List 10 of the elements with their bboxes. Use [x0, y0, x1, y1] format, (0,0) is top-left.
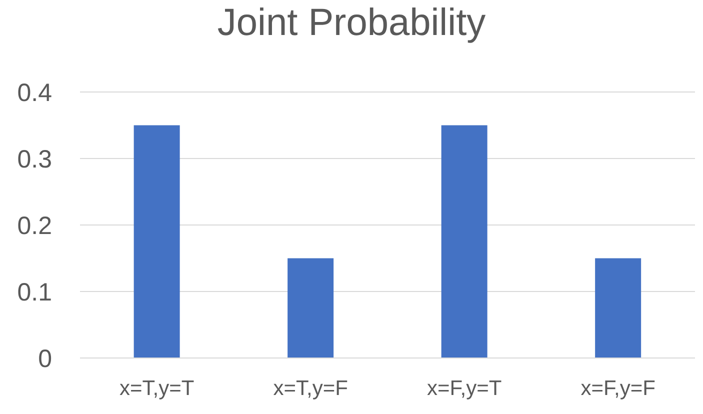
x-tick-label: x=T,y=T — [120, 376, 194, 400]
x-tick-label: x=F,y=T — [427, 376, 502, 400]
x-tick-label: x=T,y=F — [273, 376, 348, 400]
y-tick-label: 0.3 — [17, 145, 52, 174]
y-tick-label: 0.4 — [17, 78, 52, 107]
chart-title: Joint Probability — [216, 2, 487, 45]
y-tick-label: 0 — [38, 344, 52, 373]
x-tick-label: x=F,y=F — [580, 376, 656, 400]
y-tick-label: 0.1 — [17, 278, 52, 306]
y-tick-label: 0.2 — [17, 212, 52, 240]
